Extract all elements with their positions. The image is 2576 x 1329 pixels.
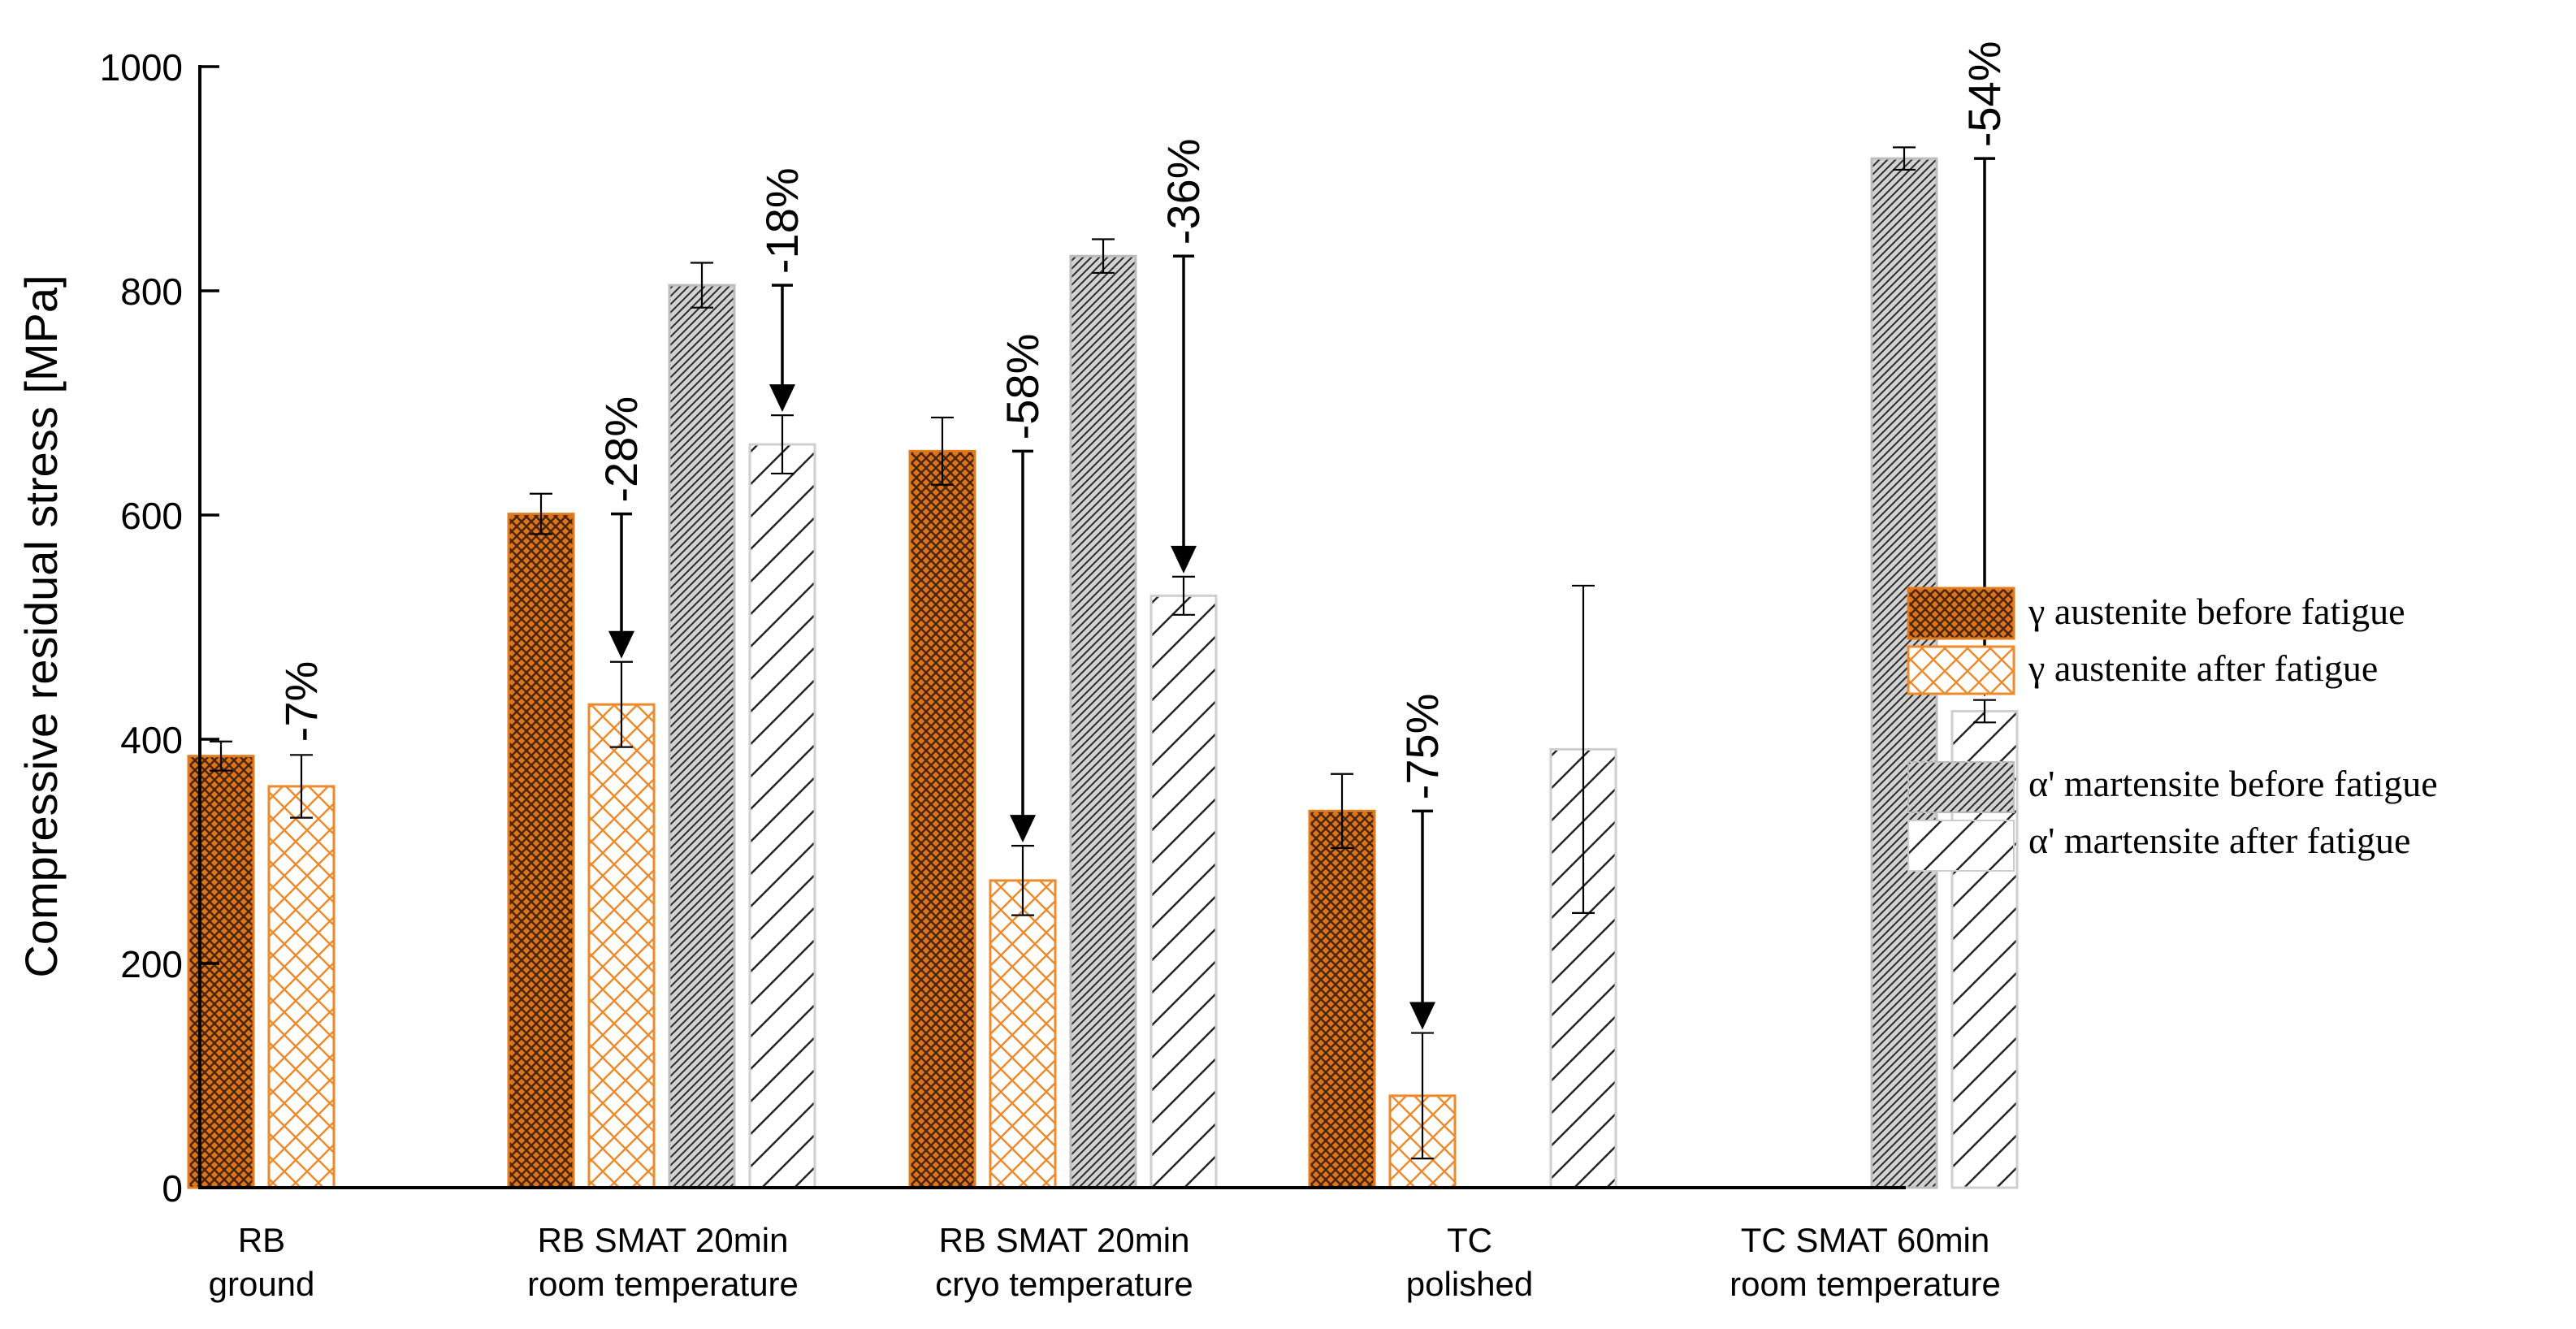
y-tick-label: 1000: [100, 46, 183, 89]
y-tick-label: 400: [120, 719, 183, 761]
annotation-4: -36%: [1158, 138, 1209, 574]
x-tick-label: RB SMAT 20min: [939, 1221, 1190, 1259]
annotation-label: -18%: [756, 167, 807, 274]
legend-swatch-martensite-before: [1907, 761, 2015, 813]
error-bar-martensite-after-2: [1172, 575, 1195, 616]
legend-label-martensite-after: α' martensite after fatigue: [2028, 820, 2410, 861]
bar-austenite-before-2: [908, 449, 976, 1189]
bar-martensite-after-1: [748, 443, 816, 1189]
annotation-label: -54%: [1959, 41, 2010, 147]
x-tick-label: room temperature: [1730, 1265, 2001, 1303]
bar-martensite-after-2: [1149, 594, 1218, 1189]
error-bar-austenite-after-3: [1411, 1032, 1434, 1160]
bar-austenite-after-2: [989, 879, 1057, 1189]
error-bar-martensite-before-2: [1092, 238, 1115, 275]
annotation-label: -28%: [595, 396, 647, 503]
error-bar-austenite-before-0: [210, 740, 232, 772]
annotation-2: -18%: [756, 167, 807, 413]
legend-swatch-austenite-after: [1907, 645, 2015, 695]
error-bar-martensite-before-4: [1893, 146, 1916, 171]
error-bars-layer: [210, 146, 1996, 1160]
annotation-label: -36%: [1158, 138, 1209, 245]
x-tick-labels: RB ground RB SMAT 20min room temperature RB …: [209, 1221, 2001, 1303]
y-ticks: 0 200 400 600 800 1000: [100, 46, 219, 1210]
error-bar-martensite-after-4: [1973, 699, 1996, 724]
annotation-label: -7%: [275, 661, 327, 742]
x-tick-label: polished: [1406, 1265, 1533, 1303]
annotation-5: -75%: [1396, 694, 1448, 1030]
legend-swatch-austenite-before: [1907, 587, 2015, 640]
error-bar-austenite-before-2: [931, 416, 954, 486]
legend-label-austenite-after: γ austenite after fatigue: [2028, 647, 2378, 689]
x-tick-label: TC SMAT 60min: [1741, 1221, 1990, 1259]
y-tick-label: 800: [120, 271, 183, 313]
error-bar-martensite-after-1: [771, 414, 794, 475]
annotation-label: -75%: [1396, 694, 1448, 800]
error-bar-martensite-before-1: [691, 262, 713, 309]
error-bar-austenite-after-2: [1011, 844, 1034, 916]
annotation-label: -58%: [997, 334, 1048, 440]
y-tick-label: 200: [120, 943, 183, 985]
annotations-layer: -7% -28% -18% -58% -36% -75% -54%: [275, 41, 2010, 1030]
annotation-arrowhead: [1171, 545, 1197, 574]
x-tick-label: cryo temperature: [935, 1265, 1193, 1303]
y-axis-label: Compressive residual stress [MPa]: [15, 275, 67, 977]
legend-swatch-martensite-after: [1907, 820, 2015, 872]
annotation-0: -7%: [275, 661, 327, 742]
bar-austenite-before-3: [1308, 809, 1376, 1189]
error-bar-austenite-before-3: [1331, 773, 1353, 849]
legend-label-martensite-before: α' martensite before fatigue: [2028, 763, 2438, 804]
bar-austenite-after-0: [267, 785, 336, 1189]
legend: γ austenite before fatigue γ austenite a…: [1907, 587, 2438, 872]
bar-martensite-after-3: [1549, 747, 1617, 1189]
bar-austenite-before-1: [507, 513, 575, 1189]
y-tick-label: 0: [162, 1167, 183, 1210]
annotation-arrowhead: [1010, 815, 1036, 843]
bars-layer: [187, 157, 2019, 1189]
axes: [198, 65, 1906, 1189]
bar-martensite-before-2: [1069, 254, 1137, 1189]
x-tick-label: room temperature: [527, 1265, 799, 1303]
x-tick-label: ground: [209, 1265, 315, 1303]
error-bar-austenite-after-1: [610, 660, 633, 748]
legend-label-austenite-before: γ austenite before fatigue: [2028, 591, 2405, 632]
annotation-3: -58%: [997, 334, 1048, 843]
x-tick-label: TC: [1447, 1221, 1492, 1259]
x-tick-label: RB: [238, 1221, 285, 1259]
annotation-arrowhead: [1409, 1002, 1435, 1030]
annotation-arrowhead: [608, 630, 634, 659]
error-bar-martensite-after-3: [1572, 584, 1595, 915]
error-bar-austenite-after-0: [290, 754, 313, 819]
x-tick-label: RB SMAT 20min: [538, 1221, 789, 1259]
error-bar-austenite-before-1: [530, 492, 552, 535]
bar-austenite-after-1: [587, 703, 656, 1189]
annotation-1: -28%: [595, 396, 647, 659]
annotation-arrowhead: [769, 384, 795, 413]
y-tick-label: 600: [120, 495, 183, 537]
bar-martensite-before-1: [668, 284, 736, 1189]
